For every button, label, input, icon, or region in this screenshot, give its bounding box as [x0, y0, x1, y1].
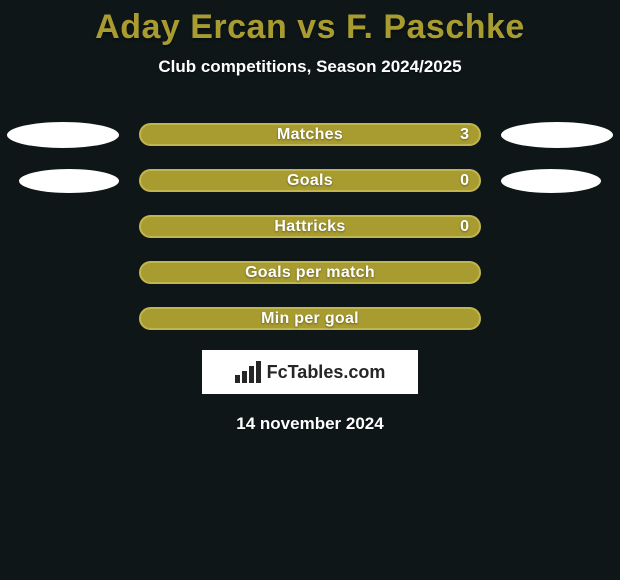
stat-label: Goals per match — [245, 264, 375, 282]
stat-row-goals: Goals 0 — [0, 169, 620, 192]
logo-box: FcTables.com — [202, 350, 418, 394]
player2-goals-ellipse — [501, 169, 601, 193]
date: 14 november 2024 — [0, 414, 620, 434]
stat-row-matches: Matches 3 — [0, 123, 620, 146]
stat-bar: Min per goal — [139, 307, 481, 330]
logo-chart-icon — [235, 361, 261, 383]
stat-row-hattricks: Hattricks 0 — [0, 215, 620, 238]
subtitle: Club competitions, Season 2024/2025 — [0, 57, 620, 77]
stat-label: Goals — [287, 172, 333, 190]
stat-label: Matches — [277, 126, 343, 144]
stat-bars: Matches 3 Goals 0 Hattricks 0 Goals — [0, 123, 620, 330]
player1-goals-ellipse — [19, 169, 119, 193]
stat-bar: Hattricks 0 — [139, 215, 481, 238]
stat-label: Min per goal — [261, 310, 359, 328]
stat-value: 3 — [460, 126, 469, 144]
stat-label: Hattricks — [274, 218, 345, 236]
comparison-infographic: Aday Ercan vs F. Paschke Club competitio… — [0, 0, 620, 580]
stat-bar: Matches 3 — [139, 123, 481, 146]
stat-row-min-per-goal: Min per goal — [0, 307, 620, 330]
page-title: Aday Ercan vs F. Paschke — [0, 0, 620, 47]
logo-text: FcTables.com — [267, 362, 386, 383]
player2-matches-ellipse — [501, 122, 613, 148]
stat-row-goals-per-match: Goals per match — [0, 261, 620, 284]
stat-bar: Goals per match — [139, 261, 481, 284]
stat-value: 0 — [460, 218, 469, 236]
stat-bar: Goals 0 — [139, 169, 481, 192]
stat-value: 0 — [460, 172, 469, 190]
player1-matches-ellipse — [7, 122, 119, 148]
